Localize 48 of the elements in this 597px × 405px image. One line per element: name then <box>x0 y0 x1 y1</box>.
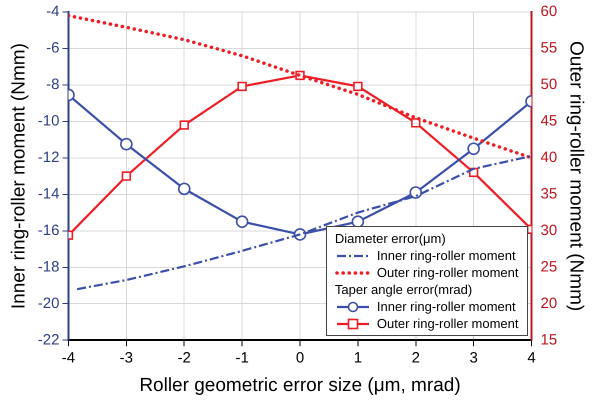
point <box>409 186 422 199</box>
y2-tick-label: 40 <box>540 149 558 166</box>
point <box>237 82 247 92</box>
x-tick-label: -2 <box>178 349 191 366</box>
y2-axis-title: Outer ring-roller moment (Nmm) <box>565 40 586 312</box>
point <box>411 118 420 128</box>
y-tick-label: -8 <box>46 76 60 94</box>
point <box>178 182 191 196</box>
y2-tick-label: 25 <box>540 258 558 276</box>
y-tick-label: -16 <box>38 222 60 239</box>
legend-label: Inner ring-roller moment <box>376 298 516 316</box>
y-tick-label: -22 <box>38 331 60 348</box>
y-axis-title: Inner ring-roller moment (Nmm) <box>8 43 30 310</box>
y-tick-label: -20 <box>38 294 60 312</box>
point <box>120 138 133 150</box>
x-tick-label: 3 <box>469 349 478 366</box>
x-tick-label: -3 <box>120 349 134 366</box>
y-tick-label: -6 <box>46 40 60 57</box>
x-tick-label: 1 <box>354 349 362 366</box>
legend-label: Inner ring-roller moment <box>376 247 516 264</box>
annotation: Taper angle error(mrad) <box>334 281 474 298</box>
y2-tick-label: 35 <box>540 185 558 202</box>
legend-label: Outer ring-roller moment <box>376 315 519 332</box>
point <box>122 171 132 181</box>
y2-tick-label: 60 <box>540 3 558 20</box>
annotation: Diameter error(μm) <box>334 230 447 248</box>
point <box>180 120 189 130</box>
y2-tick-label: 30 <box>540 222 558 239</box>
x-tick-label: -1 <box>235 349 249 366</box>
y2-tick-label: 15 <box>540 331 558 348</box>
y-tick-label: -4 <box>46 3 60 20</box>
x-tick-label: 0 <box>296 349 304 366</box>
legend-label: Outer ring-roller moment <box>376 264 519 282</box>
y-tick-label: -18 <box>38 258 60 276</box>
x-tick-label: -4 <box>62 349 76 366</box>
y-tick-label: -10 <box>38 112 60 130</box>
y-tick-label: -14 <box>38 185 60 202</box>
y-tick-label: -12 <box>38 149 60 166</box>
y2-tick-label: 50 <box>540 76 558 94</box>
point <box>353 82 363 92</box>
point <box>236 215 248 228</box>
y2-tick-label: 55 <box>540 40 558 57</box>
y2-tick-label: 45 <box>540 112 558 130</box>
x-tick-label: 4 <box>527 349 536 366</box>
x-tick-label: 2 <box>412 349 420 366</box>
point <box>467 142 480 156</box>
y2-tick-label: 20 <box>540 294 558 312</box>
x-axis-title: Roller geometric error size (μm, mrad) <box>139 374 461 396</box>
